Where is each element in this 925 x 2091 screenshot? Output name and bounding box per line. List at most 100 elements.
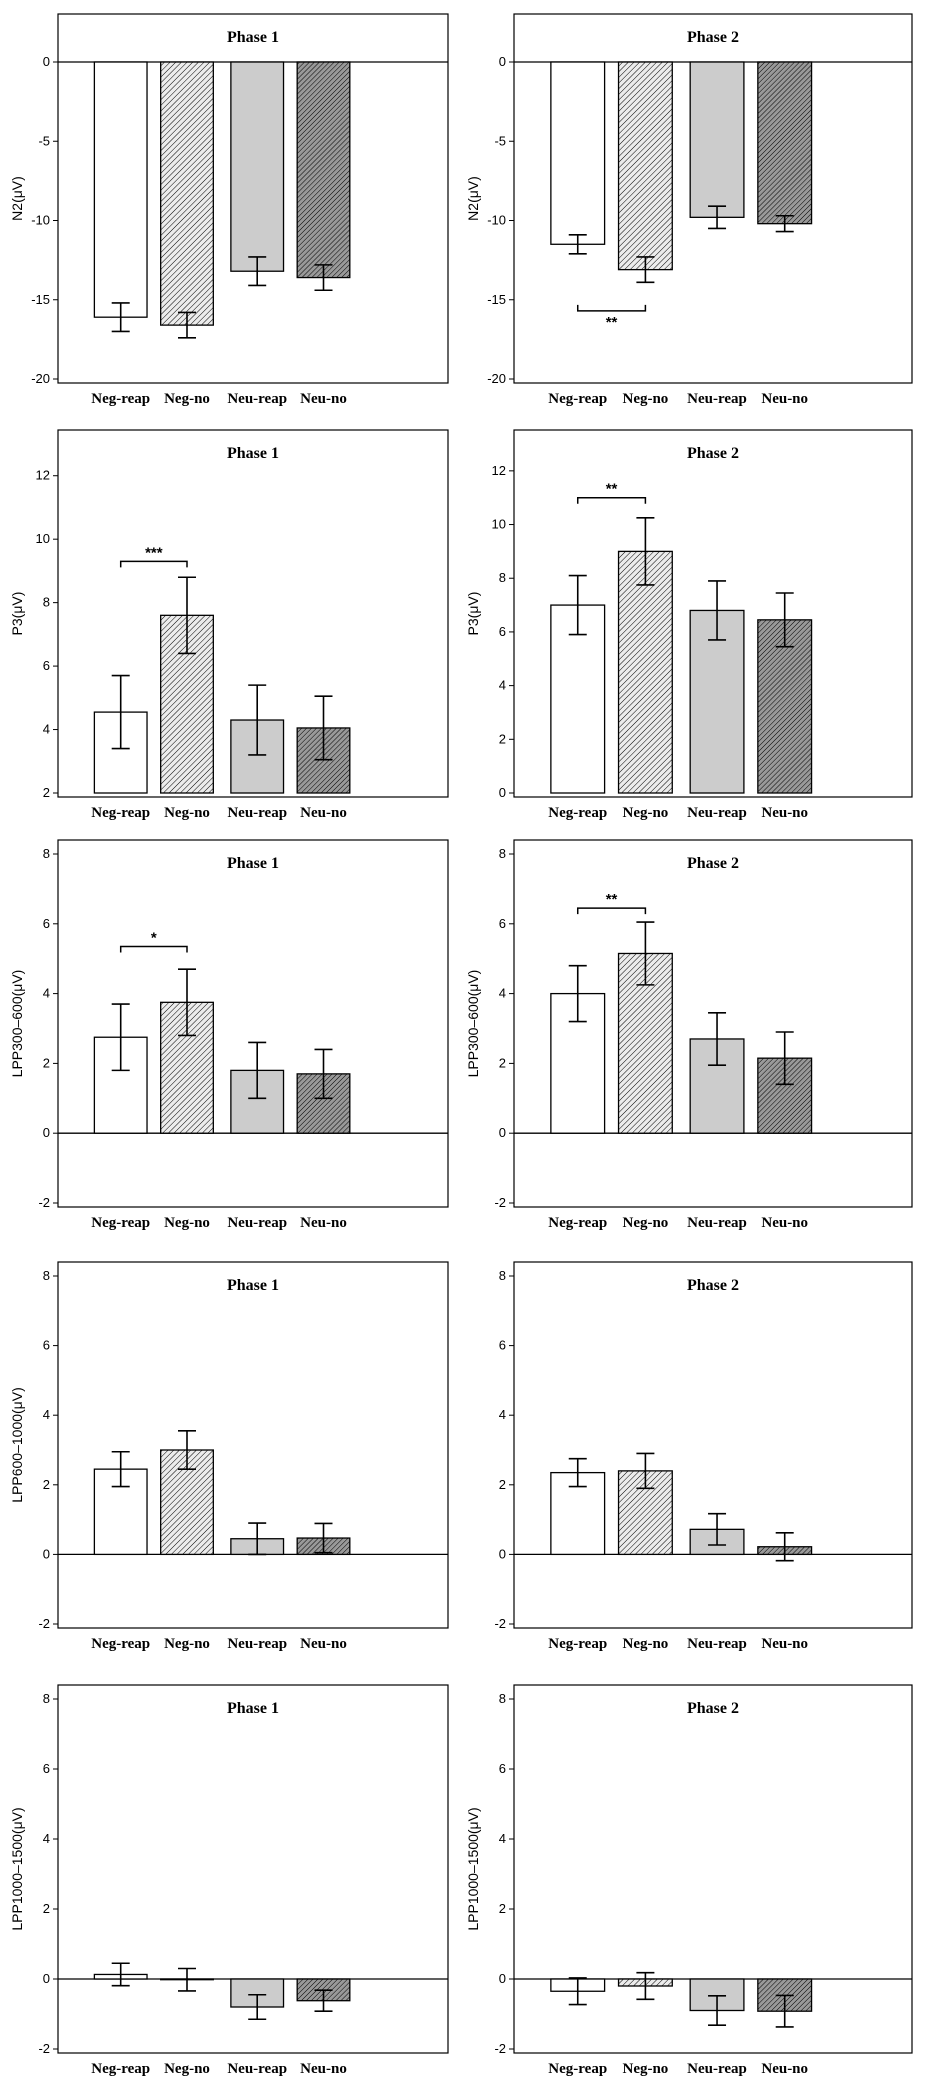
x-tick-label: Neg-reap	[91, 391, 150, 407]
plot-frame	[57, 13, 449, 384]
chart-panel-8: -2 0 2 4 6 8 Phase 2 Neg-reap Neg-no Neu-reap Neu-…	[494, 1261, 913, 1652]
chart-panel-4: 0 2 4 6 8 10 12 P3(μV) Phase 2 Neg-reap Neg-no Neu-…	[465, 429, 913, 821]
y-tick-label: 0	[43, 1125, 50, 1140]
significance-label: **	[606, 891, 618, 908]
x-tick-label: Neu-no	[761, 2061, 808, 2077]
bar-neg-reap	[550, 61, 606, 245]
y-axis-label: LPP1000–1500(μV)	[465, 1807, 481, 1930]
y-axis-label: LPP300–600(μV)	[465, 970, 481, 1078]
y-tick-label: 2	[43, 1477, 50, 1492]
y-tick-label: 8	[43, 846, 50, 861]
x-tick-label: Neg-no	[164, 1636, 210, 1652]
y-tick-label: 2	[499, 731, 506, 746]
x-tick-label: Neg-no	[622, 2061, 668, 2077]
x-tick-label: Neu-reap	[227, 805, 287, 821]
significance-label: ***	[145, 544, 163, 561]
plot-frame	[513, 1684, 913, 2054]
y-tick-label: 10	[36, 531, 50, 546]
panel-title: Phase 1	[227, 855, 279, 872]
bar-neu-no	[757, 61, 813, 225]
y-tick-label: 8	[499, 1691, 506, 1706]
plot-frame	[57, 1684, 449, 2054]
x-tick-label: Neg-reap	[548, 1215, 607, 1231]
panel-title: Phase 1	[227, 445, 279, 462]
y-axis-label: N2(μV)	[465, 176, 481, 221]
plot-frame	[513, 429, 913, 798]
significance-bracket	[576, 907, 647, 915]
y-tick-label: 6	[499, 916, 506, 931]
significance-label: *	[151, 929, 157, 946]
y-tick-label: -2	[494, 1195, 506, 1210]
y-tick-label: 10	[492, 517, 506, 532]
panel-title: Phase 2	[687, 1277, 739, 1294]
panel-title: Phase 2	[687, 855, 739, 872]
y-axis-label: P3(μV)	[9, 592, 25, 636]
x-tick-label: Neu-no	[300, 391, 347, 407]
y-tick-label: 8	[43, 1691, 50, 1706]
x-tick-label: Neu-no	[300, 805, 347, 821]
y-tick-label: 0	[43, 1971, 50, 1986]
x-tick-label: Neu-no	[761, 805, 808, 821]
significance-bracket	[576, 496, 647, 504]
chart-panel-5: -2 0 2 4 6 8 LPP300–600(μV) Phase 1 Neg-reap Neg-…	[9, 839, 449, 1231]
y-tick-label: 2	[499, 1477, 506, 1492]
y-tick-label: 4	[43, 1831, 50, 1846]
panel-title: Phase 1	[227, 1277, 279, 1294]
y-tick-label: 2	[43, 1055, 50, 1070]
x-tick-label: Neu-reap	[227, 391, 287, 407]
x-tick-label: Neg-reap	[91, 1215, 150, 1231]
bar-neu-no	[296, 61, 351, 279]
chart-panel-9: -2 0 2 4 6 8 LPP1000–1500(μV) Phase 1 Neg-reap Ne…	[9, 1684, 449, 2077]
plot-frame	[57, 429, 449, 798]
panel-title: Phase 2	[687, 1700, 739, 1717]
x-tick-label: Neg-no	[622, 391, 668, 407]
x-tick-label: Neg-no	[622, 1636, 668, 1652]
y-tick-label: 12	[36, 468, 50, 483]
x-tick-label: Neg-reap	[548, 1636, 607, 1652]
y-tick-label: -2	[38, 2041, 50, 2056]
y-tick-label: 4	[43, 986, 50, 1001]
significance-label: **	[606, 481, 618, 498]
x-tick-label: Neu-reap	[227, 2061, 287, 2077]
y-tick-label: -10	[31, 213, 50, 228]
x-tick-label: Neg-reap	[548, 391, 607, 407]
y-tick-label: 0	[43, 1546, 50, 1561]
y-tick-label: 4	[43, 722, 50, 737]
panel-title: Phase 2	[687, 445, 739, 462]
y-tick-label: 0	[499, 1971, 506, 1986]
significance-bracket	[119, 945, 188, 953]
y-tick-label: 0	[499, 1125, 506, 1140]
y-tick-label: -20	[487, 371, 506, 386]
y-tick-label: -15	[487, 292, 506, 307]
plot-frame	[513, 1261, 913, 1629]
y-tick-label: -2	[494, 2041, 506, 2056]
y-tick-label: 6	[43, 1761, 50, 1776]
bar-neu-reap	[230, 61, 285, 272]
significance-bracket	[576, 304, 647, 312]
y-tick-label: -2	[38, 1195, 50, 1210]
y-tick-label: 2	[499, 1055, 506, 1070]
x-tick-label: Neu-no	[761, 1636, 808, 1652]
y-tick-label: 12	[492, 463, 506, 478]
y-tick-label: 8	[499, 570, 506, 585]
bar-neg-no	[160, 61, 214, 326]
bar-neg-no	[617, 61, 673, 271]
chart-panel-1: 0 -5 -10 -15 -20 N2(μV) Phase 1 Neg-reap Neg-no N…	[9, 13, 449, 407]
y-tick-label: 4	[43, 1407, 50, 1422]
x-tick-label: Neg-reap	[548, 805, 607, 821]
y-tick-label: -10	[487, 213, 506, 228]
y-tick-label: 6	[43, 1338, 50, 1353]
panel-title: Phase 1	[227, 1700, 279, 1717]
x-tick-label: Neu-reap	[687, 805, 747, 821]
x-tick-label: Neg-reap	[91, 2061, 150, 2077]
y-tick-label: 4	[499, 678, 506, 693]
x-tick-label: Neg-no	[164, 391, 210, 407]
y-tick-label: 8	[43, 595, 50, 610]
y-tick-label: 0	[499, 785, 506, 800]
y-tick-label: 0	[43, 54, 50, 69]
x-tick-label: Neg-reap	[91, 805, 150, 821]
panel-title: Phase 1	[227, 29, 279, 46]
plot-frame	[57, 839, 449, 1208]
